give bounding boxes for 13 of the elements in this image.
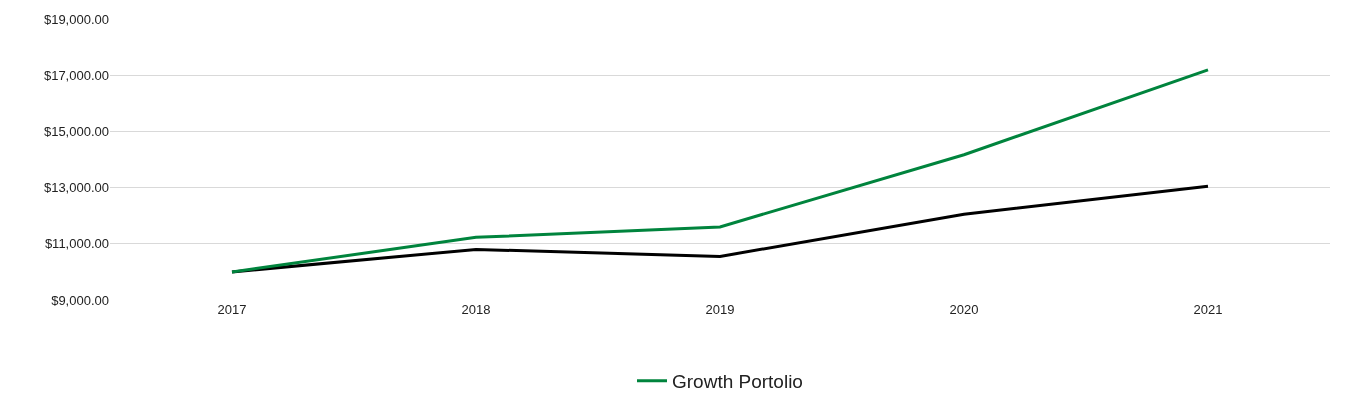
line-series [230,68,1210,274]
y-tick-label: $13,000.00 [43,180,109,196]
x-tick-label: 2017 [217,302,247,317]
y-tick-label: $15,000.00 [43,123,109,139]
y-tick-label: $17,000.00 [43,67,109,83]
legend-label: Growth Portolio [672,371,803,393]
y-tick-label: $19,000.00 [43,11,109,27]
x-tick-label: 2019 [705,302,735,317]
x-tick-label: 2020 [949,302,979,317]
y-tick-label: $11,000.00 [44,236,109,252]
x-tick-label: 2018 [461,302,491,317]
y-tick-label: $9,000.00 [51,292,109,308]
x-tick-label: 2021 [1193,302,1223,317]
